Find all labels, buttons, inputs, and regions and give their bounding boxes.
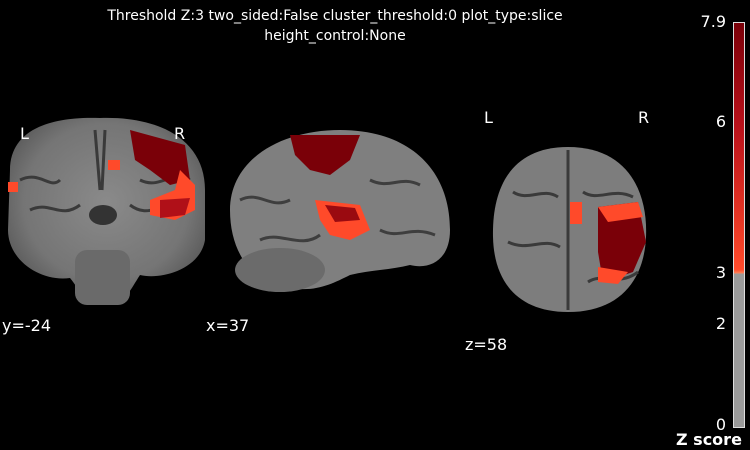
colorbar-tick-0: 0	[715, 415, 726, 434]
plot-title: Threshold Z:3 two_sided:False cluster_th…	[0, 6, 670, 46]
colorbar-tick-6: 6	[715, 112, 726, 131]
coronal-right-label: R	[174, 124, 186, 143]
axial-left-label: L	[484, 108, 493, 127]
axial-slice-view	[492, 147, 647, 312]
axial-right-label: R	[638, 108, 650, 127]
z-score-colorbar	[733, 22, 745, 428]
colorbar-tick-threshold: 3	[715, 263, 726, 282]
colorbar-tick-2: 2	[715, 314, 726, 333]
sagittal-slice-view	[230, 130, 450, 292]
title-line-2: height_control:None	[264, 28, 406, 44]
coronal-slice-view	[8, 117, 205, 305]
coronal-left-label: L	[20, 124, 29, 143]
sagittal-coord: x=37	[206, 316, 250, 335]
axial-coord: z=58	[465, 335, 508, 354]
colorbar-tick-max: 7.9	[700, 12, 726, 31]
colorbar-title: Z score	[676, 430, 742, 449]
title-line-1: Threshold Z:3 two_sided:False cluster_th…	[107, 8, 563, 24]
coronal-coord: y=-24	[2, 316, 52, 335]
